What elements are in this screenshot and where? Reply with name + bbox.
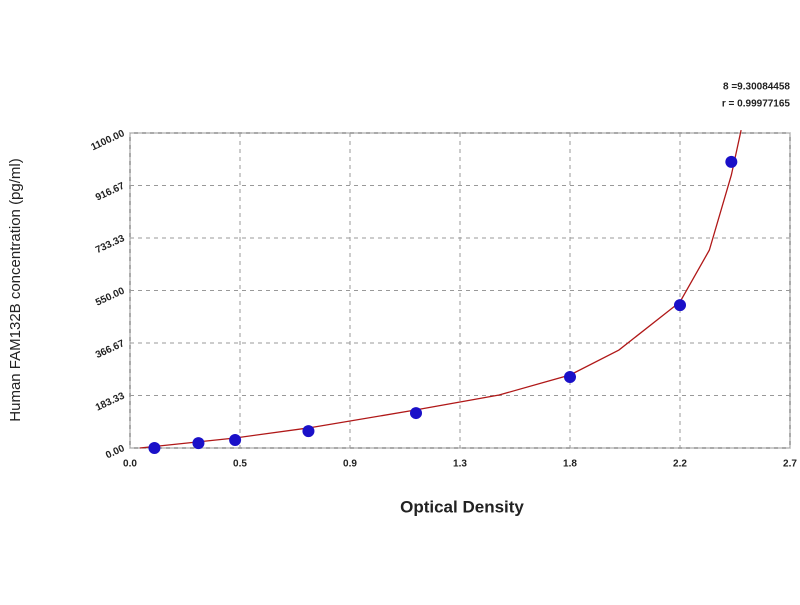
data-point	[302, 425, 315, 438]
data-point	[192, 437, 205, 450]
x-tick-label: 0.0	[123, 459, 137, 470]
data-point	[725, 155, 738, 168]
x-tick-label: 0.9	[343, 459, 357, 470]
annotation: 8 =9.30084458	[723, 82, 790, 93]
x-tick-label: 2.2	[673, 459, 687, 470]
x-tick-label: 0.5	[233, 459, 247, 470]
x-tick-label: 1.3	[453, 459, 467, 470]
data-point	[410, 407, 422, 420]
data-point	[148, 442, 161, 454]
x-tick-label: 1.8	[563, 459, 577, 470]
y-tick-label: 916.67	[94, 180, 127, 203]
x-tick-label: 2.7	[783, 459, 797, 470]
data-point	[674, 299, 686, 312]
y-tick-label: 550.00	[94, 285, 127, 308]
y-tick-label: 733.33	[94, 233, 127, 256]
data-point	[564, 370, 576, 383]
y-tick-label: 366.67	[94, 338, 127, 361]
data-point	[229, 433, 242, 446]
y-tick-label: 1100.00	[89, 128, 126, 153]
x-axis-label: Optical Density	[400, 497, 524, 516]
y-tick-label: 183.33	[94, 390, 127, 413]
y-axis-label: Human FAM132B concentration (pg/ml)	[7, 158, 24, 421]
fit-curve	[139, 129, 742, 449]
annotation: r = 0.99977165	[722, 99, 791, 110]
